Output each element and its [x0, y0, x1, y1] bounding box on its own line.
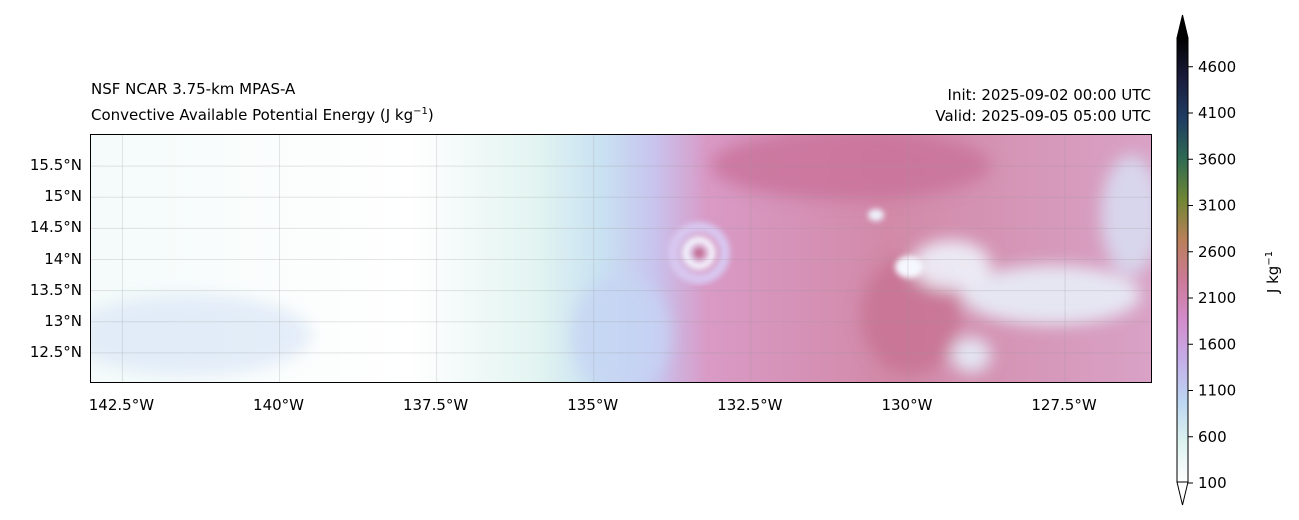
colorbar-label: J kg−1	[1264, 251, 1282, 294]
colorbar-tick-label: 1600	[1198, 335, 1236, 353]
x-tick-label: 135°W	[567, 396, 619, 414]
y-tick-label: 14°N	[44, 249, 82, 268]
x-tick-label: 140°W	[253, 396, 304, 414]
x-tick-label: 142.5°W	[88, 396, 155, 414]
field-title-text: Convective Available Potential Energy (J…	[91, 106, 414, 124]
colorbar-tick-label: 3100	[1198, 197, 1236, 215]
colorbar-extend-bottom	[1176, 481, 1189, 506]
x-tick-label: 127.5°W	[1031, 396, 1097, 414]
init-time: Init: 2025-09-02 00:00 UTC	[947, 86, 1151, 104]
y-tick-label: 13.5°N	[29, 280, 82, 299]
colorbar-tick-label: 100	[1198, 474, 1227, 492]
x-tick-label: 130°W	[881, 396, 933, 414]
y-tick-label: 15°N	[44, 187, 82, 206]
model-title: NSF NCAR 3.75-km MPAS-A	[91, 80, 296, 98]
colorbar-tick-label: 2100	[1198, 289, 1236, 307]
colorbar-extend-top	[1176, 14, 1189, 39]
y-tick-label: 12.5°N	[29, 342, 82, 361]
colorbar-tick-label: 2600	[1198, 243, 1236, 261]
y-tick-label: 14.5°N	[29, 218, 82, 237]
field-title-end: )	[427, 106, 434, 124]
colorbar-tick-label: 4600	[1198, 58, 1236, 76]
colorbar-body	[1176, 37, 1189, 483]
cape-field	[91, 135, 1151, 382]
field-title: Convective Available Potential Energy (J…	[91, 106, 434, 124]
field-title-sup: −1	[413, 106, 428, 117]
colorbar-tick-label: 3600	[1198, 150, 1236, 168]
colorbar-tick-label: 1100	[1198, 382, 1236, 400]
colorbar: 100 600 1100 1600 2100 2600 3100 3600 4100 4600 J…	[1176, 14, 1282, 506]
x-tick-label: 132.5°W	[717, 396, 783, 414]
colorbar-tick-label: 600	[1198, 428, 1227, 446]
valid-time: Valid: 2025-09-05 05:00 UTC	[935, 107, 1151, 125]
y-tick-label: 13°N	[44, 311, 82, 330]
x-tick-label: 137.5°W	[402, 396, 469, 414]
cape-map	[90, 134, 1152, 383]
colorbar-tick-label: 4100	[1198, 104, 1236, 122]
y-tick-label: 15.5°N	[29, 156, 82, 175]
